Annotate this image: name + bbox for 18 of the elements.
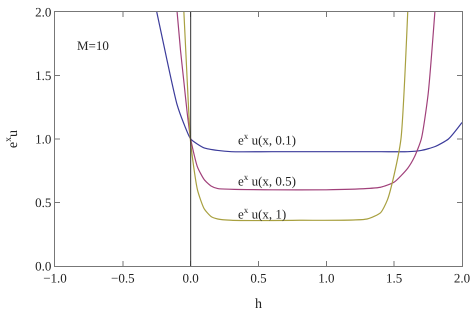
line-series xyxy=(176,12,436,191)
annotation: M=10 xyxy=(77,38,109,53)
x-tick-label: 0.5 xyxy=(250,270,267,286)
x-axis-title: h xyxy=(255,297,262,312)
y-tick-label: 1.0 xyxy=(35,132,52,147)
annotation: e$^{x}$ u(x, 1) xyxy=(238,205,286,222)
line-series xyxy=(183,12,408,222)
annotation: e$^{x}$ u(x, 0.1) xyxy=(238,131,296,148)
x-tick-label: 0.0 xyxy=(182,270,199,286)
y-tick-label: 2.0 xyxy=(35,4,52,20)
x-tick-label: 2.0 xyxy=(454,270,470,286)
x-tick-label: −0.5 xyxy=(111,270,135,286)
line-series xyxy=(156,12,462,152)
x-tick-label: 1.5 xyxy=(386,270,402,286)
x-tick-label: 1.0 xyxy=(318,270,334,286)
y-tick-label: 0.5 xyxy=(35,195,52,210)
annotation: e$^{x}$ u(x, 0.5) xyxy=(238,172,296,188)
y-tick-label: 1.5 xyxy=(35,68,52,84)
